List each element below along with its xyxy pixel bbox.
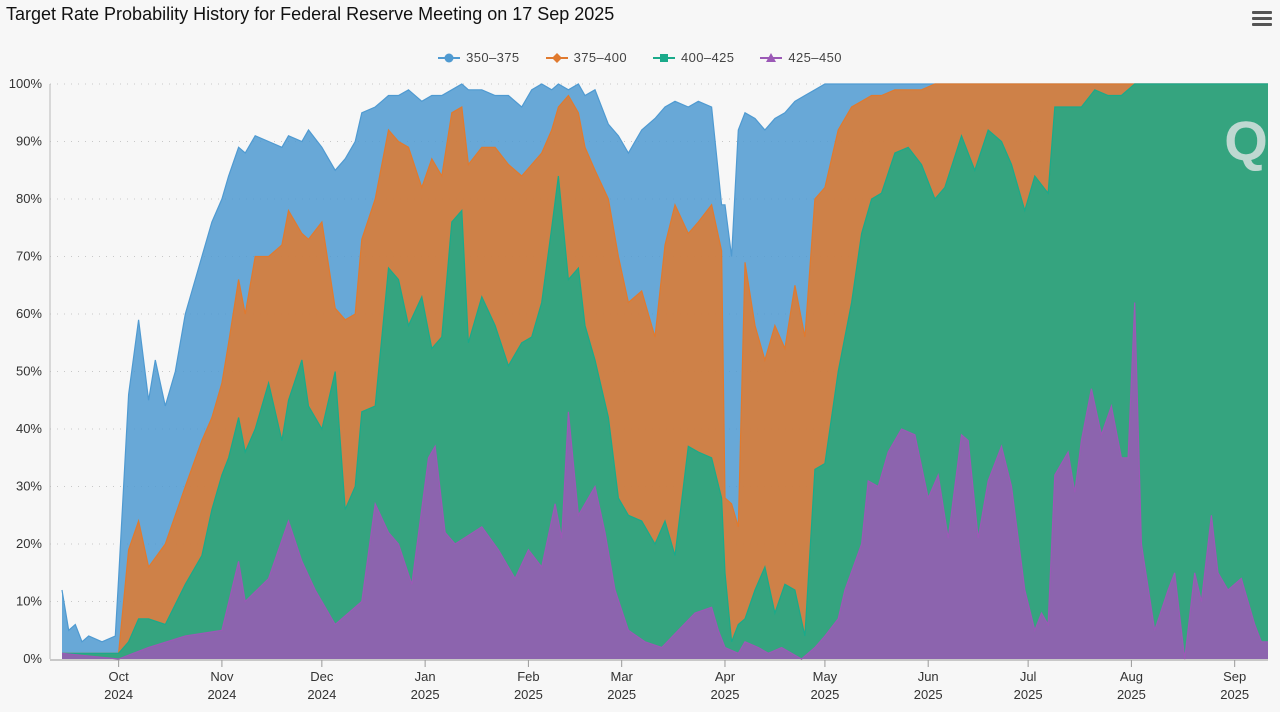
series-line-400-425 (62, 83, 1268, 654)
y-tick-label: 100% (9, 76, 43, 91)
x-tick-month: Feb (517, 669, 539, 684)
x-tick-year: 2025 (711, 687, 740, 702)
y-tick-label: 60% (16, 306, 42, 321)
series-line-375-400 (62, 83, 1268, 654)
y-tick-label: 40% (16, 421, 42, 436)
menu-bar (1252, 11, 1272, 14)
legend-item-400-425[interactable]: 400–425 (653, 50, 734, 65)
x-tick-month: Jun (918, 669, 939, 684)
x-tick-month: Aug (1120, 669, 1143, 684)
x-tick-month: May (813, 669, 838, 684)
x-tick-month: Nov (210, 669, 234, 684)
y-tick-label: 70% (16, 249, 42, 264)
x-tick-year: 2025 (607, 687, 636, 702)
x-tick-year: 2024 (207, 687, 236, 702)
series-area-425-450[interactable] (62, 302, 1268, 660)
legend-triangle-icon (760, 52, 783, 62)
legend-label: 400–425 (681, 50, 735, 65)
series-line-425-450 (61, 302, 1268, 660)
y-tick-label: 50% (16, 364, 42, 379)
legend-square-icon (653, 53, 675, 62)
y-tick-label: 20% (16, 536, 42, 551)
y-tick-label: 90% (16, 134, 42, 149)
legend-item-350-375[interactable]: 350–375 (438, 50, 519, 65)
x-tick-year: 2025 (810, 687, 839, 702)
legend-label: 375–400 (573, 50, 627, 65)
legend-label: 350–375 (466, 50, 520, 65)
x-tick-year: 2025 (1220, 687, 1249, 702)
x-tick-year: 2025 (914, 687, 943, 702)
legend-item-425-450[interactable]: 425–450 (760, 50, 841, 65)
x-tick-month: Dec (310, 669, 334, 684)
hamburger-menu-icon[interactable] (1250, 8, 1274, 30)
series-areas[interactable] (61, 83, 1268, 660)
x-tick-year: 2024 (307, 687, 336, 702)
legend-diamond-icon (545, 52, 568, 63)
x-tick-month: Apr (715, 669, 736, 684)
x-tick-month: Jan (415, 669, 436, 684)
x-tick-year: 2025 (514, 687, 543, 702)
menu-bar (1252, 23, 1272, 26)
legend-circle-icon (438, 53, 461, 62)
legend-item-375-400[interactable]: 375–400 (545, 50, 627, 65)
x-tick-year: 2025 (1014, 687, 1043, 702)
y-tick-label: 10% (16, 594, 42, 609)
x-tick-month: Sep (1223, 669, 1246, 684)
y-tick-label: 0% (23, 651, 42, 666)
menu-bar (1252, 17, 1272, 20)
legend: 350–375 375–400 400–425 425–450 (0, 50, 1280, 65)
x-tick-month: Oct (109, 669, 130, 684)
y-tick-label: 80% (16, 191, 42, 206)
x-tick-month: Jul (1020, 669, 1037, 684)
y-tick-label: 30% (16, 479, 42, 494)
x-tick-year: 2025 (1117, 687, 1146, 702)
x-tick-year: 2024 (104, 687, 133, 702)
chart-title: Target Rate Probability History for Fede… (6, 4, 615, 24)
watermark-logo: Q (1224, 109, 1268, 172)
axes: 0% 10% 20% 30% 40% 50% 60% 70% 80% 90% 100% Oct 2024… (9, 76, 1268, 702)
x-tick-month: Mar (610, 669, 633, 684)
x-tick-year: 2025 (411, 687, 440, 702)
legend-label: 425–450 (788, 50, 842, 65)
